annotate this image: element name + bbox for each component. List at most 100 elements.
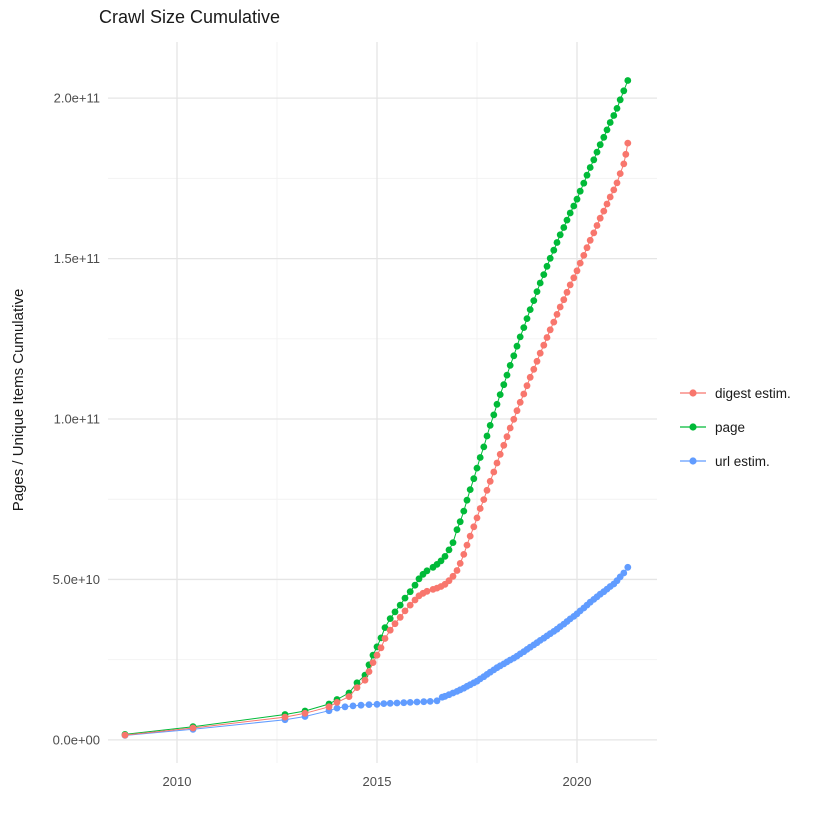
data-point [610, 112, 618, 119]
data-point [281, 713, 289, 721]
data-point [613, 179, 621, 187]
data-point [606, 193, 614, 201]
legend-label: page [715, 419, 746, 435]
data-point [445, 577, 453, 585]
series-url-estim- [121, 563, 632, 739]
data-point [624, 563, 632, 571]
data-point [583, 171, 591, 179]
data-point [401, 594, 409, 602]
data-point [357, 701, 365, 709]
data-point [466, 486, 474, 493]
data-point [600, 207, 608, 215]
data-point [380, 700, 388, 707]
y-tick-label: 1.0e+11 [54, 412, 100, 427]
data-point [396, 601, 404, 609]
data-point [606, 119, 614, 126]
data-point [349, 702, 357, 710]
data-point [576, 259, 584, 267]
data-point [381, 635, 389, 642]
data-point [563, 288, 571, 296]
data-point [490, 411, 498, 419]
data-point [510, 352, 518, 360]
data-point [473, 514, 481, 522]
data-point [393, 699, 401, 707]
data-point [593, 148, 601, 156]
data-point [526, 373, 534, 381]
data-point [603, 126, 611, 134]
data-point [496, 391, 504, 398]
data-point [523, 382, 531, 390]
data-point [543, 334, 551, 341]
legend-item-page: page [678, 415, 791, 439]
data-point [506, 362, 514, 369]
data-point [493, 400, 501, 408]
data-point [483, 486, 491, 494]
data-point [456, 518, 464, 526]
data-point [411, 581, 419, 589]
data-point [486, 477, 494, 485]
data-point [566, 281, 574, 289]
data-point [476, 505, 484, 512]
data-point [563, 216, 571, 224]
x-tick-label: 2020 [563, 774, 592, 789]
data-point [586, 164, 594, 171]
data-point [121, 731, 129, 739]
data-point [480, 496, 488, 503]
data-point [301, 709, 309, 717]
data-point [540, 271, 548, 278]
y-axis-title: Pages / Unique Items Cumulative [10, 288, 27, 512]
legend-key-icon [680, 457, 706, 465]
data-point [596, 141, 604, 149]
data-point [483, 432, 491, 440]
data-point [369, 659, 377, 666]
data-point [341, 703, 349, 711]
data-point [553, 311, 561, 318]
data-point [466, 532, 474, 540]
data-point [449, 539, 457, 546]
data-point [500, 441, 508, 449]
data-point [473, 464, 481, 472]
data-point [373, 700, 381, 708]
data-point [391, 620, 399, 628]
data-point [613, 105, 621, 112]
data-point [415, 575, 423, 583]
data-point [391, 608, 399, 616]
data-point [506, 424, 514, 432]
data-point [377, 644, 385, 652]
data-point [580, 179, 588, 187]
data-point [365, 668, 373, 675]
data-point [345, 693, 353, 700]
data-point [460, 551, 468, 558]
data-point [556, 303, 564, 311]
legend-item-url-estim-: url estim. [678, 449, 791, 473]
data-point [573, 267, 581, 275]
data-point [513, 342, 521, 350]
data-point [530, 365, 538, 373]
data-point [463, 541, 471, 549]
chart-title: Crawl Size Cumulative [99, 7, 281, 27]
data-point [553, 239, 561, 246]
data-point [576, 187, 584, 195]
y-tick-label: 2.0e+11 [54, 91, 100, 106]
data-point [586, 236, 594, 244]
legend-key-icon [680, 423, 706, 431]
data-point [353, 684, 361, 691]
data-point [510, 415, 518, 423]
data-point [381, 624, 389, 631]
data-point [396, 613, 404, 621]
x-tick-label: 2015 [363, 774, 392, 789]
data-point [441, 553, 449, 560]
data-point [386, 699, 394, 707]
data-point [610, 186, 618, 194]
data-point [413, 698, 421, 706]
data-point [486, 422, 494, 429]
data-point [386, 615, 394, 622]
data-point [386, 626, 394, 634]
series-line [124, 143, 629, 736]
data-point [333, 704, 341, 712]
data-point [620, 87, 628, 95]
data-point [570, 202, 578, 210]
data-point [526, 306, 534, 313]
